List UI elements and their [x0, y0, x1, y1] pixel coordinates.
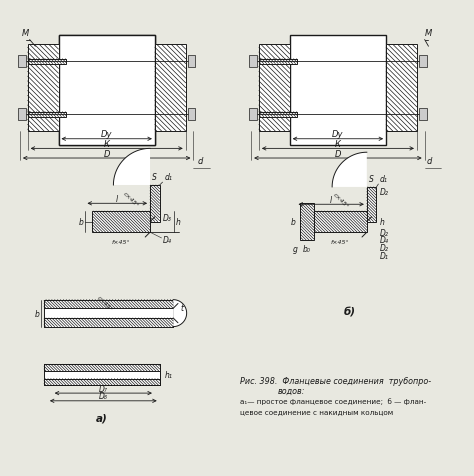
Bar — [301, 204, 314, 240]
Text: d: d — [198, 157, 203, 165]
Text: Dу: Dу — [332, 130, 344, 139]
Bar — [386, 45, 417, 132]
Bar — [249, 56, 257, 68]
Text: f×45°: f×45° — [331, 240, 350, 245]
Text: а): а) — [96, 413, 108, 423]
Bar — [419, 109, 427, 121]
Bar — [44, 300, 173, 308]
Text: Рис. 398.  Фланцевые соединения  трубопро-: Рис. 398. Фланцевые соединения трубопро- — [240, 376, 431, 385]
Text: g: g — [292, 244, 298, 253]
Text: h₁: h₁ — [164, 370, 173, 379]
Bar — [188, 56, 195, 68]
Text: Dу: Dу — [101, 130, 112, 139]
Text: f×45°: f×45° — [112, 240, 130, 245]
Text: D₈: D₈ — [99, 392, 108, 401]
Text: D₂: D₂ — [379, 228, 388, 237]
Text: D₄: D₄ — [379, 236, 388, 245]
Polygon shape — [173, 300, 187, 327]
Text: h: h — [176, 218, 181, 227]
Text: К: К — [335, 140, 341, 149]
Bar — [92, 211, 150, 233]
Polygon shape — [113, 149, 150, 186]
Text: b: b — [78, 218, 83, 227]
Bar — [419, 56, 427, 68]
Text: D₄: D₄ — [163, 236, 172, 245]
Bar — [18, 109, 26, 121]
Text: b: b — [291, 218, 295, 227]
Text: c×45°: c×45° — [96, 294, 113, 312]
Text: S: S — [369, 175, 374, 184]
Text: l: l — [330, 196, 332, 205]
Text: D₃: D₃ — [163, 213, 172, 222]
Text: t: t — [181, 303, 184, 312]
Text: D₂: D₂ — [379, 188, 388, 197]
Text: d₁: d₁ — [379, 175, 387, 184]
Bar — [58, 36, 155, 146]
Text: c×45°: c×45° — [122, 190, 139, 208]
Bar — [314, 211, 367, 233]
Bar — [27, 112, 66, 118]
Bar — [249, 109, 257, 121]
Text: d: d — [427, 157, 432, 165]
Text: D₁: D₁ — [379, 251, 388, 260]
Bar — [259, 45, 290, 132]
Bar — [27, 60, 66, 64]
Text: b: b — [34, 309, 39, 318]
Text: а₁— простое фланцевое соединение;  б — флан-: а₁— простое фланцевое соединение; б — фл… — [240, 397, 426, 404]
Text: б): б) — [344, 307, 356, 317]
Text: l: l — [116, 195, 118, 204]
Text: d₁: d₁ — [164, 173, 173, 182]
Bar — [44, 379, 160, 386]
Text: b₀: b₀ — [303, 244, 311, 253]
Text: водов:: водов: — [278, 386, 306, 395]
Bar — [44, 365, 160, 371]
Bar — [290, 36, 386, 146]
Bar — [58, 36, 155, 146]
Text: цевое соединение с накидным кольцом: цевое соединение с накидным кольцом — [240, 408, 393, 414]
Bar — [27, 45, 58, 132]
Bar — [44, 308, 173, 318]
Text: h: h — [379, 218, 384, 227]
Bar — [18, 56, 26, 68]
Text: M: M — [22, 29, 29, 38]
Polygon shape — [332, 153, 367, 188]
Text: D₂: D₂ — [379, 244, 388, 253]
Bar — [188, 109, 195, 121]
Text: D: D — [103, 149, 110, 159]
Text: К: К — [104, 140, 109, 149]
Bar — [259, 112, 298, 118]
Text: c×45°: c×45° — [332, 191, 349, 209]
Text: M: M — [425, 29, 432, 38]
Bar — [155, 45, 186, 132]
Bar — [259, 60, 298, 64]
Bar — [44, 371, 160, 379]
Text: S: S — [153, 173, 157, 182]
Bar — [367, 188, 376, 222]
Bar — [150, 186, 160, 222]
Text: D: D — [335, 149, 341, 159]
Bar — [44, 318, 173, 327]
Text: D₇: D₇ — [99, 384, 108, 393]
